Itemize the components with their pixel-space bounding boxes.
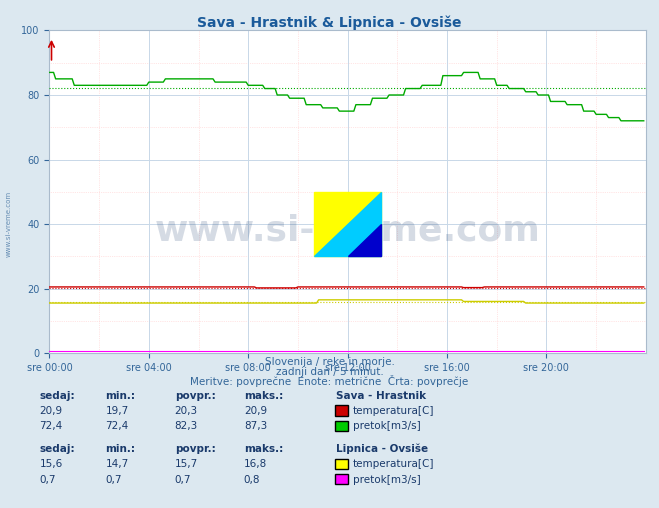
- Text: 0,7: 0,7: [40, 474, 56, 485]
- Polygon shape: [314, 192, 381, 256]
- Text: 20,9: 20,9: [40, 406, 63, 416]
- Text: pretok[m3/s]: pretok[m3/s]: [353, 421, 420, 431]
- Text: povpr.:: povpr.:: [175, 444, 215, 454]
- Text: Meritve: povprečne  Enote: metrične  Črta: povprečje: Meritve: povprečne Enote: metrične Črta:…: [190, 375, 469, 387]
- Text: 0,7: 0,7: [105, 474, 122, 485]
- Text: zadnji dan / 5 minut.: zadnji dan / 5 minut.: [275, 367, 384, 377]
- Text: Sava - Hrastnik: Sava - Hrastnik: [336, 391, 426, 401]
- Text: Lipnica - Ovsiše: Lipnica - Ovsiše: [336, 443, 428, 454]
- Text: 82,3: 82,3: [175, 421, 198, 431]
- Text: sedaj:: sedaj:: [40, 391, 75, 401]
- Text: temperatura[C]: temperatura[C]: [353, 459, 434, 469]
- Polygon shape: [348, 224, 381, 256]
- Text: maks.:: maks.:: [244, 444, 283, 454]
- Text: temperatura[C]: temperatura[C]: [353, 406, 434, 416]
- Text: pretok[m3/s]: pretok[m3/s]: [353, 474, 420, 485]
- Text: 87,3: 87,3: [244, 421, 267, 431]
- Text: 14,7: 14,7: [105, 459, 129, 469]
- Text: Sava - Hrastnik & Lipnica - Ovsiše: Sava - Hrastnik & Lipnica - Ovsiše: [197, 16, 462, 30]
- Text: 20,3: 20,3: [175, 406, 198, 416]
- Text: 16,8: 16,8: [244, 459, 267, 469]
- Text: maks.:: maks.:: [244, 391, 283, 401]
- Text: 19,7: 19,7: [105, 406, 129, 416]
- Text: 20,9: 20,9: [244, 406, 267, 416]
- Text: min.:: min.:: [105, 391, 136, 401]
- Text: 0,8: 0,8: [244, 474, 260, 485]
- Text: povpr.:: povpr.:: [175, 391, 215, 401]
- Text: 0,7: 0,7: [175, 474, 191, 485]
- Text: www.si-vreme.com: www.si-vreme.com: [5, 190, 12, 257]
- Text: 72,4: 72,4: [105, 421, 129, 431]
- Text: 15,6: 15,6: [40, 459, 63, 469]
- Text: www.si-vreme.com: www.si-vreme.com: [155, 213, 540, 247]
- Bar: [314, 192, 381, 256]
- Text: 15,7: 15,7: [175, 459, 198, 469]
- Text: sedaj:: sedaj:: [40, 444, 75, 454]
- Text: 72,4: 72,4: [40, 421, 63, 431]
- Text: Slovenija / reke in morje.: Slovenija / reke in morje.: [264, 357, 395, 367]
- Text: min.:: min.:: [105, 444, 136, 454]
